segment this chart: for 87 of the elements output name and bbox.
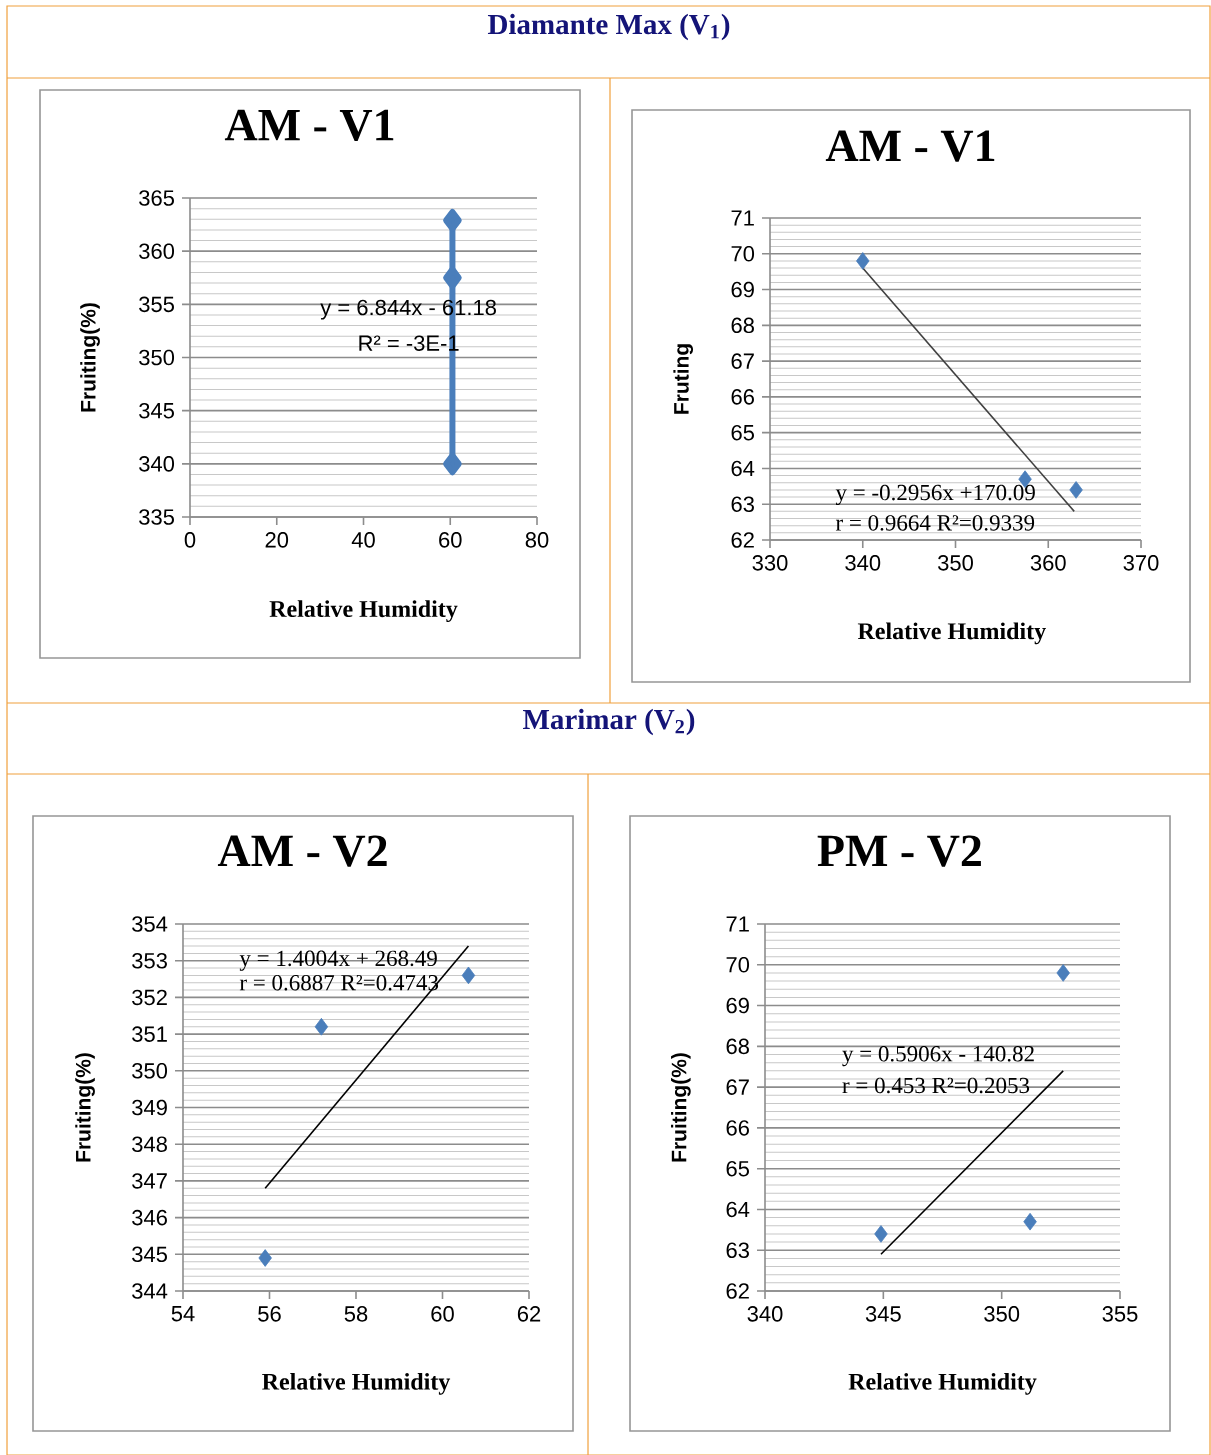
- y-tick-label: 69: [731, 281, 754, 298]
- y-tick-label: 66: [731, 389, 754, 405]
- y-tick-label: 70: [731, 246, 755, 262]
- y-axis-title: Fruiting(%): [80, 303, 100, 412]
- y-tick-label: 350: [139, 349, 175, 366]
- y-tick-label: 360: [139, 243, 175, 259]
- x-tick-label: 60: [431, 1306, 454, 1322]
- y-tick-label: 64: [731, 460, 755, 477]
- x-tick-label: 54: [171, 1306, 195, 1322]
- annotation: y = -0.2956x +170.09: [835, 484, 1035, 506]
- y-tick-label: 346: [132, 1209, 167, 1226]
- x-tick-label: 360: [1030, 555, 1066, 571]
- x-axis-title: Relative Humidity: [857, 622, 1046, 645]
- y-tick-label: 67: [731, 353, 754, 369]
- y-tick-label: 71: [731, 210, 754, 226]
- y-tick-label: 345: [139, 402, 174, 419]
- y-tick-label: 68: [731, 317, 754, 334]
- point: [443, 208, 462, 232]
- y-tick-label: 353: [132, 952, 167, 969]
- x-tick-label: 60: [439, 532, 462, 548]
- x-tick-label: 370: [1123, 555, 1159, 571]
- y-tick-label: 70: [726, 957, 750, 973]
- chart-title: AM - V2: [217, 835, 387, 867]
- y-tick-label: 349: [132, 1099, 167, 1116]
- x-tick-label: 350: [984, 1306, 1020, 1322]
- y-tick-label: 66: [726, 1120, 749, 1136]
- x-axis-title: Relative Humidity: [262, 1372, 451, 1395]
- annotation: r = 0.9664 R²=0.9339: [835, 515, 1035, 531]
- y-tick-label: 352: [132, 989, 167, 1006]
- y-tick-label: 65: [726, 1160, 749, 1177]
- annotation: y = 0.5906x - 140.82: [842, 1046, 1034, 1067]
- y-axis-title: Fruiting(%): [75, 1053, 95, 1162]
- x-axis-title: Relative Humidity: [848, 1372, 1037, 1395]
- point: [443, 452, 462, 476]
- x-tick-label: 345: [865, 1306, 901, 1322]
- y-tick-label: 344: [132, 1283, 168, 1299]
- point: [461, 966, 476, 985]
- point: [856, 252, 870, 270]
- chart-title: AM - V1: [825, 130, 995, 162]
- point: [1069, 481, 1083, 499]
- point: [443, 266, 462, 290]
- y-tick-label: 65: [731, 424, 754, 441]
- y-tick-label: 63: [726, 1242, 749, 1259]
- x-tick-label: 330: [752, 555, 788, 571]
- annotation: r = 0.453 R²=0.2053: [842, 1077, 1030, 1094]
- y-tick-label: 68: [726, 1038, 749, 1055]
- y-tick-label: 365: [139, 190, 174, 206]
- y-axis-title: Fruiting(%): [671, 1053, 691, 1162]
- y-tick-label: 351: [132, 1026, 167, 1042]
- y-tick-label: 63: [731, 496, 754, 512]
- y-tick-label: 340: [139, 456, 175, 472]
- x-tick-label: 0: [184, 532, 196, 548]
- point: [1056, 964, 1070, 982]
- x-axis-title: Relative Humidity: [269, 600, 458, 623]
- annotation: y = 1.4004x + 268.49: [239, 950, 437, 971]
- y-tick-label: 355: [139, 296, 174, 313]
- y-tick-label: 354: [132, 916, 168, 932]
- x-tick-label: 340: [747, 1306, 783, 1322]
- chart-title: AM - V1: [224, 109, 394, 141]
- x-tick-label: 355: [1102, 1306, 1138, 1322]
- y-tick-label: 350: [132, 1063, 168, 1079]
- point: [1023, 1212, 1037, 1231]
- point: [874, 1225, 888, 1243]
- y-tick-label: 348: [132, 1136, 167, 1153]
- x-tick-label: 340: [845, 555, 881, 571]
- point: [314, 1017, 329, 1036]
- y-tick-label: 69: [726, 997, 749, 1014]
- x-tick-label: 20: [265, 532, 289, 548]
- y-tick-label: 335: [139, 509, 174, 525]
- y-tick-label: 347: [132, 1173, 167, 1189]
- y-axis-title: Fruting: [673, 344, 694, 414]
- text: Diamante Max (V$_{1}$): [487, 13, 730, 41]
- x-tick-label: 62: [517, 1306, 541, 1322]
- y-tick-label: 62: [726, 1283, 749, 1299]
- x-tick-label: 40: [351, 532, 375, 548]
- x-tick-label: 56: [258, 1306, 281, 1322]
- x-tick-label: 58: [344, 1306, 368, 1322]
- y-tick-label: 345: [132, 1246, 167, 1263]
- text: Marimar (V$_{2}$): [523, 708, 695, 736]
- point: [258, 1249, 272, 1267]
- x-tick-label: 350: [938, 555, 973, 571]
- y-tick-label: 64: [726, 1201, 750, 1218]
- x-tick-label: 80: [525, 532, 549, 548]
- y-tick-label: 71: [726, 916, 749, 932]
- chart-title: PM - V2: [817, 835, 981, 867]
- y-tick-label: 67: [726, 1079, 749, 1095]
- annotation: r = 0.6887 R²=0.4743: [239, 974, 439, 991]
